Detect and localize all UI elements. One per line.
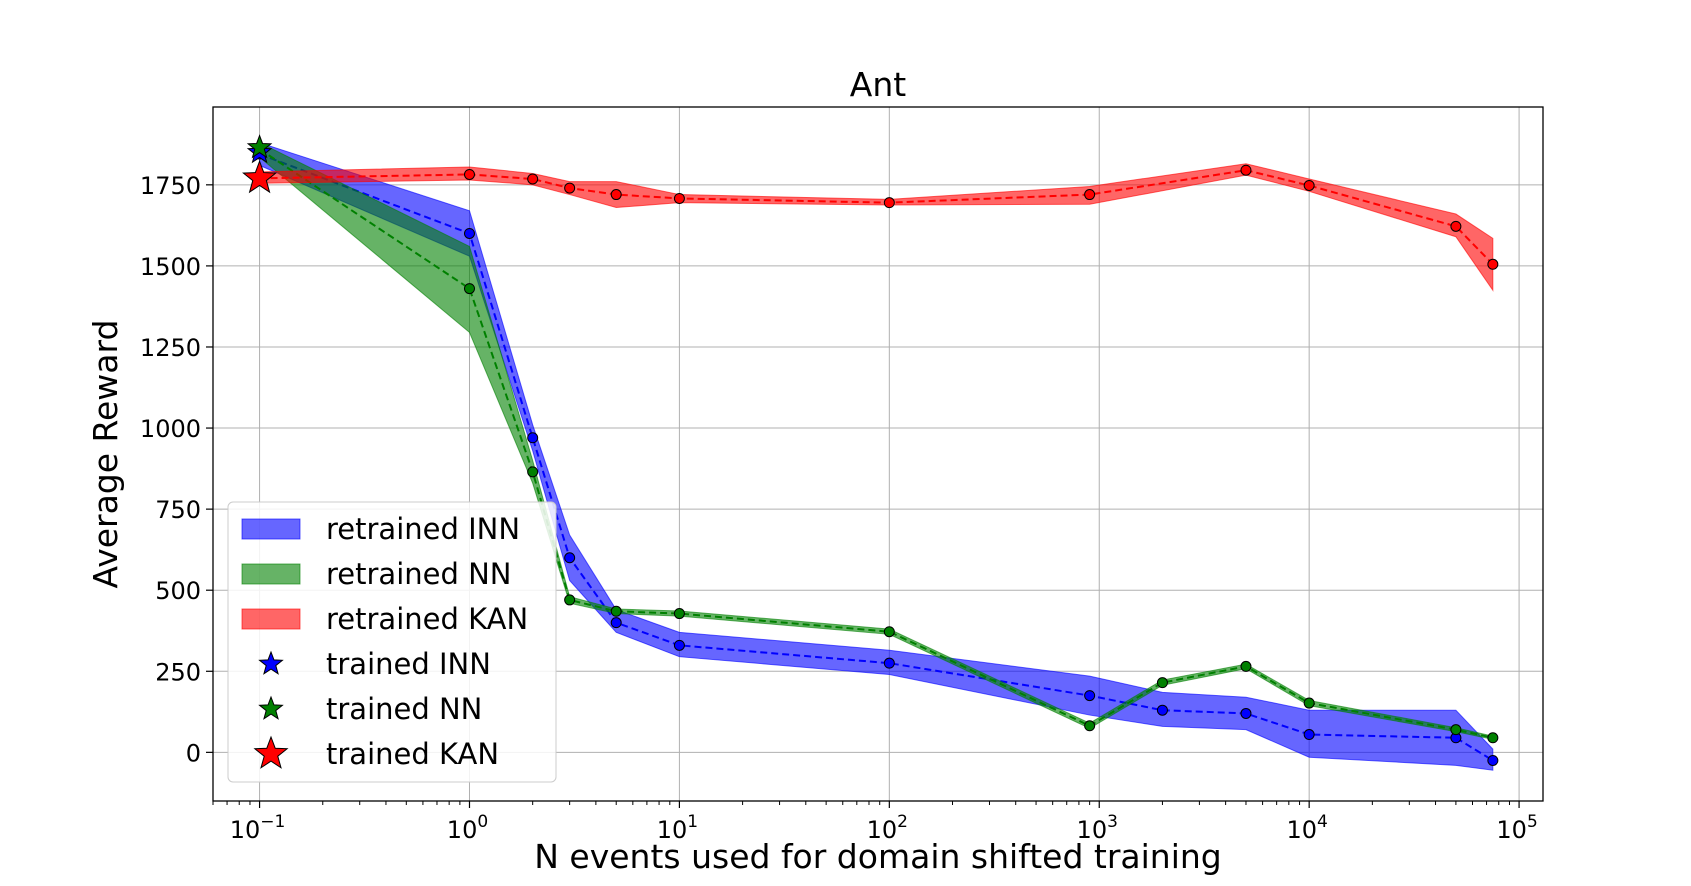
data-point <box>527 466 539 478</box>
y-tick-label: 1000 <box>140 415 201 443</box>
x-tick-label: 100 <box>447 812 488 844</box>
data-point <box>673 608 685 620</box>
data-point <box>1450 724 1462 736</box>
data-point <box>1303 697 1315 709</box>
data-point <box>673 639 685 651</box>
legend-label: trained NN <box>326 692 482 726</box>
x-tick-label: 105 <box>1496 812 1537 844</box>
star-trained-kan <box>242 159 278 194</box>
star-trained-nn <box>246 134 273 159</box>
data-point <box>610 189 622 201</box>
data-point <box>1084 690 1096 702</box>
data-point <box>673 192 685 204</box>
data-point <box>1240 660 1252 672</box>
y-tick-label: 1250 <box>140 334 201 362</box>
y-tick-label: 1750 <box>140 172 201 200</box>
data-point <box>883 657 895 669</box>
data-point <box>463 283 475 295</box>
x-tick-label: 104 <box>1286 812 1327 844</box>
legend-swatch <box>241 563 301 585</box>
y-axis-label: Average Reward <box>86 320 125 589</box>
data-point <box>1156 704 1168 716</box>
data-point <box>1084 189 1096 201</box>
legend-star <box>253 735 289 769</box>
data-point <box>1240 164 1252 176</box>
data-point <box>564 182 576 194</box>
legend-label: trained INN <box>326 647 491 681</box>
legend-swatch <box>241 518 301 540</box>
y-tick-label: 0 <box>186 739 201 767</box>
legend-star <box>258 650 284 675</box>
x-tick-label: 101 <box>657 812 698 844</box>
plot-frame <box>212 106 1544 802</box>
chart-title: Ant <box>850 65 906 104</box>
data-point <box>1303 729 1315 741</box>
series-retrained-nn <box>254 141 1499 744</box>
data-point <box>610 605 622 617</box>
y-tick-label: 1500 <box>140 253 201 281</box>
data-point <box>564 594 576 606</box>
legend-box <box>227 501 557 783</box>
x-tick-label: 10−1 <box>230 812 286 844</box>
legend-star <box>258 695 284 720</box>
data-point <box>1084 720 1096 732</box>
legend-label: trained KAN <box>326 737 499 771</box>
x-tick-label: 102 <box>867 812 908 844</box>
y-tick-label: 500 <box>155 577 201 605</box>
data-point <box>463 168 475 180</box>
y-tick-label: 250 <box>155 658 201 686</box>
data-point <box>527 173 539 185</box>
data-point <box>1240 707 1252 719</box>
data-point <box>883 626 895 638</box>
data-point <box>610 617 622 629</box>
data-point <box>1303 179 1315 191</box>
data-point <box>1487 754 1499 766</box>
data-point <box>883 197 895 209</box>
y-tick-label: 750 <box>155 496 201 524</box>
data-point <box>1156 677 1168 689</box>
legend: retrained INN retrained NN retrained KAN tr… <box>227 501 557 783</box>
data-point <box>1487 258 1499 270</box>
data-point <box>527 432 539 444</box>
data-point <box>1450 220 1462 232</box>
data-point <box>1487 732 1499 744</box>
data-point <box>463 227 475 239</box>
legend-label: retrained KAN <box>326 602 528 636</box>
legend-swatch <box>241 608 301 630</box>
x-tick-label: 103 <box>1077 812 1118 844</box>
x-axis-label: N events used for domain shifted trainin… <box>534 837 1221 876</box>
series-line <box>259 169 1494 265</box>
legend-label: retrained INN <box>326 512 520 546</box>
data-point <box>564 552 576 564</box>
legend-label: retrained NN <box>326 557 511 591</box>
